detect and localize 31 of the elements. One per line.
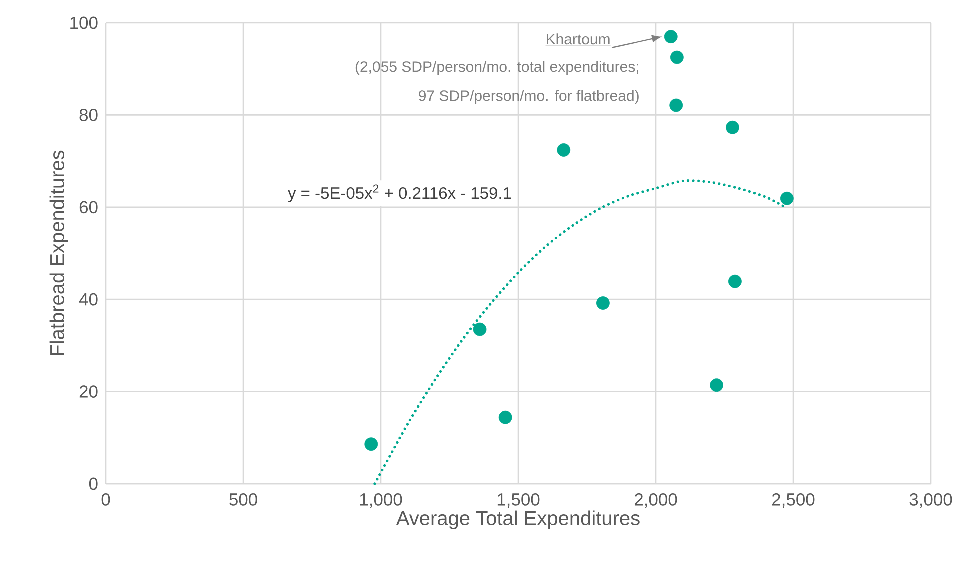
point (596, 296, 610, 310)
y-tick-label: 100 (70, 16, 98, 30)
point (670, 98, 684, 112)
point (664, 30, 678, 44)
y-tick-label: 20 (80, 386, 98, 398)
annotation: 97 SDP/person/mo. for flatbread) (419, 90, 639, 104)
annotation: y = -5E-05x$^{2}$ + 0.2116x - 159.1 (288, 184, 512, 202)
y-tick-label: 0 (89, 478, 98, 490)
x-tick-label: 1,500 (498, 494, 540, 508)
point (498, 410, 512, 424)
point (364, 438, 378, 452)
x-tick-label: 500 (230, 494, 258, 506)
point (670, 50, 684, 64)
point (710, 378, 724, 392)
y-tick-label: 40 (79, 293, 98, 306)
x-tick-label: 1,000 (360, 494, 402, 508)
point (728, 274, 742, 288)
x-axis-title: Average Total Expenditures (396, 510, 640, 530)
y-axis-title: Flatbread Expenditures (50, 150, 68, 356)
point (726, 120, 740, 134)
y-tick-label: 60 (80, 201, 98, 214)
annotation: (2,055 SDP/person/mo. total expenditures; (356, 61, 638, 76)
point (557, 144, 571, 157)
y-tick-label: 80 (80, 108, 98, 122)
annotation: Khartoum (547, 34, 610, 45)
point (780, 192, 794, 206)
x-tick-label: 2,500 (772, 494, 815, 508)
x-tick-label: 0 (102, 494, 110, 506)
point (473, 322, 487, 336)
x-tick-label: 3,000 (910, 494, 952, 508)
x-tick-label: 2,000 (634, 494, 678, 508)
